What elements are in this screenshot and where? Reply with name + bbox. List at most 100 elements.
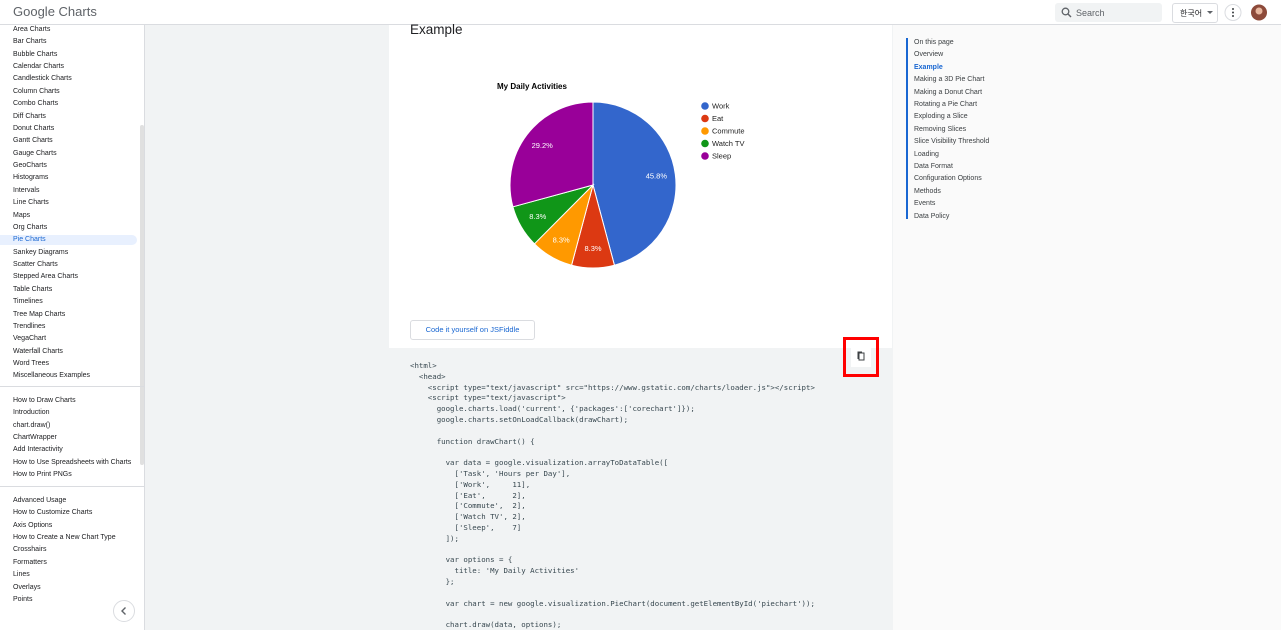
toc-link[interactable]: Making a 3D Pie Chart: [914, 76, 985, 84]
legend-label[interactable]: Eat: [712, 114, 724, 123]
code: <html> <head> <script type="text/javascr…: [410, 361, 815, 630]
pie-chart: My Daily Activities 45.8% 8.3% 8.3% 8.3% 29.…: [497, 82, 745, 269]
nav-link[interactable]: Pie Charts: [0, 235, 137, 246]
nav-link[interactable]: Stepped Area Charts: [13, 273, 78, 281]
nav-link[interactable]: Tree Map Charts: [13, 310, 66, 318]
jsfiddle-button[interactable]: Code it yourself on JSFiddle: [410, 320, 535, 340]
nav-link[interactable]: Waterfall Charts: [13, 347, 63, 355]
nav-link[interactable]: Timelines: [13, 298, 43, 306]
divider: [0, 486, 144, 487]
nav-link[interactable]: Donut Charts: [13, 124, 55, 132]
nav-link[interactable]: Lines: [13, 571, 30, 579]
side-nav: Area Charts Bar Charts Bubble Charts Calend…: [0, 25, 145, 630]
toc-link[interactable]: Methods: [914, 187, 941, 195]
toc-link[interactable]: Configuration Options: [914, 175, 982, 183]
slice-label: 29.2%: [532, 141, 554, 150]
toc-link[interactable]: Loading: [914, 150, 939, 158]
nav-link[interactable]: Table Charts: [13, 285, 53, 293]
nav-link[interactable]: Points: [13, 595, 33, 603]
search-icon: [1061, 7, 1072, 18]
section-heading: Example: [410, 22, 463, 37]
legend-swatch: [701, 139, 709, 148]
nav-link[interactable]: Area Charts: [13, 26, 51, 33]
toc-link[interactable]: Making a Donut Chart: [914, 88, 983, 96]
nav-link[interactable]: How to Use Spreadsheets with Charts: [13, 458, 132, 466]
legend-swatch: [701, 114, 709, 123]
nav-link[interactable]: GeoCharts: [13, 162, 47, 170]
legend-swatch: [701, 102, 709, 110]
collapse-button[interactable]: [112, 599, 136, 623]
highlight-box: [843, 337, 879, 377]
caret: [1207, 11, 1213, 14]
nav-link[interactable]: Overlays: [13, 583, 41, 591]
top-bar: Google Charts Search 한국어: [0, 0, 1281, 25]
nav-link[interactable]: Sankey Diagrams: [13, 248, 69, 256]
nav-link[interactable]: Org Charts: [13, 223, 48, 231]
toc-link[interactable]: Data Format: [914, 163, 953, 170]
copy-button[interactable]: [851, 347, 871, 367]
legend-label[interactable]: Commute: [712, 126, 745, 135]
nav-link[interactable]: Bubble Charts: [13, 50, 58, 58]
language-button[interactable]: 한국어: [1172, 3, 1218, 23]
nav-link[interactable]: Trendlines: [13, 322, 46, 330]
nav-link[interactable]: How to Customize Charts: [13, 509, 93, 517]
nav-link[interactable]: Diff Charts: [13, 112, 46, 120]
legend-label[interactable]: Sleep: [712, 151, 731, 160]
toc-link[interactable]: Example: [914, 63, 943, 71]
search-placeholder: Search: [1076, 8, 1105, 18]
divider: [0, 386, 144, 387]
nav-link[interactable]: Axis Options: [13, 521, 53, 529]
nav-link[interactable]: Word Trees: [13, 359, 50, 367]
nav-link[interactable]: ChartWrapper: [13, 434, 57, 442]
legend-swatch: [701, 152, 709, 160]
nav-link[interactable]: How to Print PNGs: [13, 471, 72, 479]
toc-link[interactable]: Events: [914, 200, 936, 208]
slice-label: 8.3%: [529, 212, 546, 221]
pie-slice: [509, 101, 594, 208]
search-box[interactable]: Search: [1055, 3, 1162, 22]
code-block: <html> <head> <script type="text/javascr…: [389, 337, 892, 630]
toc-link[interactable]: Overview: [914, 51, 944, 59]
nav-link[interactable]: Bar Charts: [13, 38, 47, 46]
chart-title: My Daily Activities: [497, 82, 568, 91]
nav-link[interactable]: Crosshairs: [13, 546, 47, 554]
legend-label[interactable]: Watch TV: [712, 139, 745, 148]
nav-link[interactable]: VegaChart: [13, 335, 47, 343]
language-label: 한국어: [1180, 9, 1203, 18]
logo[interactable]: Google Charts: [13, 4, 97, 19]
legend-label[interactable]: Work: [712, 101, 730, 110]
nav-link[interactable]: How to Draw Charts: [13, 397, 76, 404]
toc-link[interactable]: Data Policy: [914, 212, 950, 220]
toc-link[interactable]: Slice Visibility Threshold: [914, 138, 990, 146]
scrollbar: [140, 125, 144, 465]
nav-link[interactable]: Scatter Charts: [13, 261, 58, 269]
nav-link[interactable]: Calendar Charts: [13, 63, 64, 71]
toc-title: On this page: [914, 39, 954, 46]
nav-link[interactable]: Maps: [13, 211, 31, 219]
nav-link[interactable]: Advanced Usage: [13, 497, 67, 504]
nav-link[interactable]: Formatters: [13, 558, 47, 566]
nav-link[interactable]: Column Charts: [13, 87, 60, 95]
header-icons: [1224, 4, 1267, 21]
nav-link[interactable]: Introduction: [13, 409, 50, 417]
nav-link[interactable]: Add Interactivity: [13, 446, 63, 454]
toc-link[interactable]: Rotating a Pie Chart: [914, 101, 978, 108]
nav-link[interactable]: Gantt Charts: [13, 137, 53, 145]
nav-link[interactable]: Miscellaneous Examples: [13, 372, 91, 380]
nav-link[interactable]: chart.draw(): [13, 421, 51, 429]
nav-link[interactable]: Combo Charts: [13, 100, 59, 108]
toc-rail: [906, 38, 908, 219]
nav-link[interactable]: How to Create a New Chart Type: [13, 534, 116, 542]
nav-link[interactable]: Candlestick Charts: [13, 75, 72, 83]
nav-link[interactable]: Line Charts: [13, 199, 49, 207]
nav-link[interactable]: Histograms: [13, 174, 49, 182]
nav-link[interactable]: Intervals: [13, 186, 40, 194]
toc-link[interactable]: Removing Slices: [914, 125, 967, 133]
slice-label: 45.8%: [646, 172, 668, 181]
toc-link[interactable]: Exploding a Slice: [914, 113, 968, 121]
slice-label: 8.3%: [553, 235, 570, 244]
nav-link[interactable]: Gauge Charts: [13, 149, 57, 157]
slice-label: 8.3%: [584, 244, 601, 253]
pie-slice: [592, 101, 677, 266]
